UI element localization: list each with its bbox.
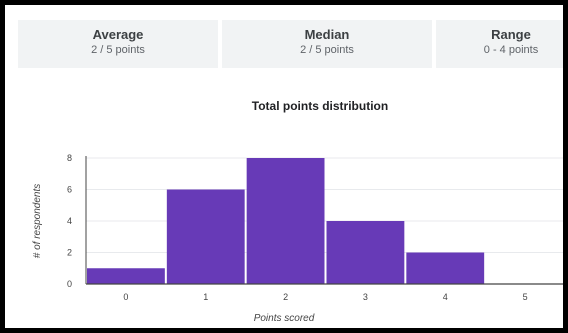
x-tick-label: 0	[123, 292, 128, 302]
bar-4	[406, 252, 485, 284]
x-axis-title: Points scored	[254, 313, 315, 324]
median-value: 2 / 5 points	[300, 44, 354, 56]
bar-0	[87, 268, 165, 284]
y-tick-label: 8	[67, 153, 72, 163]
average-label: Average	[92, 27, 144, 42]
x-tick-label: 4	[443, 292, 448, 302]
tick-labels: 0 2 4 6 8 0 1 2 3 4 5	[67, 153, 528, 302]
bar-3	[326, 221, 405, 284]
points-distribution-chart: Total points distribution 0 2 4 6 8 0 1 2 3 4 5 Po…	[32, 99, 563, 324]
y-tick-label: 6	[67, 185, 72, 195]
summary-stats: Average 2 / 5 points Median 2 / 5 points…	[10, 10, 563, 68]
average-stat-card: Average 2 / 5 points	[18, 20, 218, 68]
median-label: Median	[304, 27, 350, 42]
x-tick-label: 3	[363, 292, 368, 302]
y-tick-label: 4	[67, 216, 72, 226]
chart-title: Total points distribution	[252, 99, 388, 113]
average-value: 2 / 5 points	[91, 44, 145, 56]
y-tick-label: 2	[67, 248, 72, 258]
median-stat-card: Median 2 / 5 points	[222, 20, 432, 68]
range-label: Range	[491, 27, 531, 42]
x-tick-label: 1	[203, 292, 208, 302]
y-axis-title: # of respondents	[32, 184, 43, 259]
axes	[85, 156, 563, 285]
bars	[87, 158, 485, 284]
x-tick-label: 2	[283, 292, 288, 302]
range-stat-card: Range 0 - 4 points	[436, 20, 563, 68]
bar-2	[246, 158, 325, 284]
bar-1	[166, 189, 245, 284]
range-value: 0 - 4 points	[483, 44, 539, 56]
x-tick-label: 5	[523, 292, 528, 302]
y-tick-label: 0	[67, 279, 72, 289]
grid-lines	[86, 157, 563, 253]
